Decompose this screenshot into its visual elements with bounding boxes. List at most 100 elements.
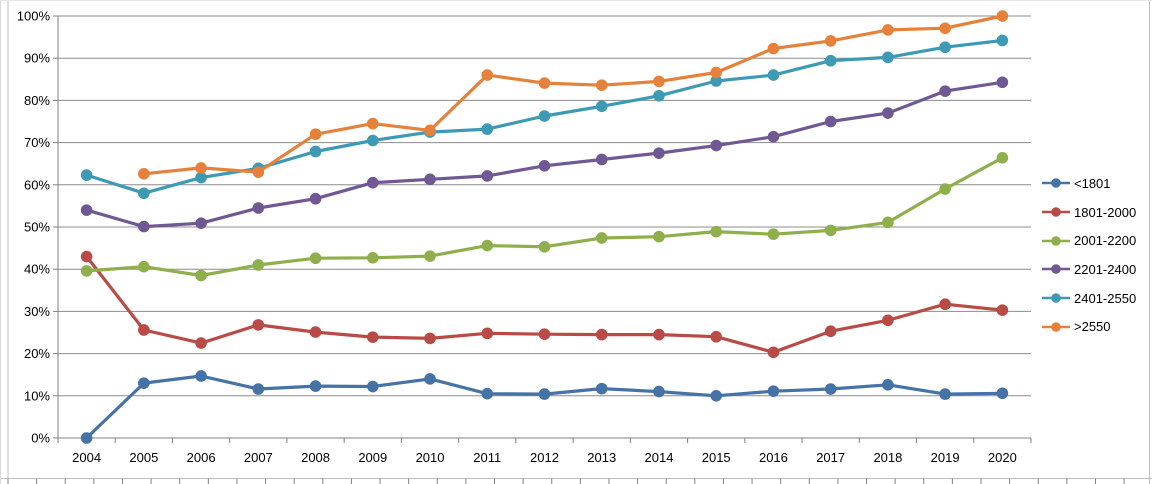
series-point-3-2017 <box>824 115 837 128</box>
series-point-1-2016 <box>767 346 780 359</box>
series-point-2-2014 <box>653 230 665 243</box>
series-point-2-2017 <box>824 224 837 237</box>
series-point-2-2005 <box>138 260 150 273</box>
series-point-0-2006 <box>195 370 207 382</box>
series-point-1-2015 <box>710 330 723 343</box>
legend-marker-icon <box>1042 264 1070 275</box>
y-axis-label: 30% <box>24 304 50 319</box>
series-point-3-2019 <box>939 85 951 97</box>
series-point-0-2009 <box>366 380 379 393</box>
legend-item-1[interactable]: 1801-2000 <box>1041 198 1136 227</box>
series-point-5-2009 <box>366 117 379 130</box>
series-point-0-2020 <box>996 387 1009 400</box>
series-point-4-2012 <box>538 110 551 122</box>
series-point-2-2006 <box>195 269 207 282</box>
series-point-0-2005 <box>138 377 150 389</box>
x-axis-label: 2019 <box>931 450 960 465</box>
y-axis-label: 80% <box>24 93 50 108</box>
series-point-3-2018 <box>882 107 894 119</box>
x-axis-label: 2006 <box>187 450 216 465</box>
chart-legend: <1801 1801-2000 2001-2200 2201-2400 2401-255… <box>1041 169 1136 341</box>
series-point-4-2018 <box>882 51 894 64</box>
series-point-1-2020 <box>996 304 1009 316</box>
x-axis-label: 2008 <box>301 450 330 465</box>
legend-label: 2201-2400 <box>1074 261 1137 277</box>
series-point-1-2011 <box>481 327 494 340</box>
legend-item-2[interactable]: 2001-2200 <box>1041 226 1136 255</box>
series-point-5-2012 <box>538 77 551 89</box>
series-point-2-2018 <box>882 216 894 229</box>
x-axis-label: 2004 <box>72 450 101 465</box>
legend-item-3[interactable]: 2201-2400 <box>1041 255 1136 284</box>
series-point-0-2011 <box>481 387 494 400</box>
series-point-3-2006 <box>195 217 207 230</box>
legend-marker-icon <box>1042 235 1070 246</box>
series-point-3-2012 <box>538 160 551 172</box>
series-point-3-2008 <box>309 192 322 205</box>
series-point-4-2009 <box>366 134 379 147</box>
series-point-1-2010 <box>424 332 436 345</box>
series-point-1-2013 <box>595 328 608 341</box>
series-point-4-2013 <box>595 100 608 113</box>
series-line-3 <box>85 80 1004 229</box>
series-point-2-2012 <box>538 241 551 253</box>
series-point-0-2008 <box>309 380 322 392</box>
series-point-3-2005 <box>138 220 150 233</box>
series-point-4-2014 <box>653 89 665 102</box>
series-point-4-2006 <box>195 171 207 184</box>
series-point-5-2006 <box>195 162 207 174</box>
series-point-2-2009 <box>366 252 379 264</box>
legend-label: >2550 <box>1074 319 1111 335</box>
x-axis-label: 2018 <box>873 450 902 465</box>
legend-item-0[interactable]: <1801 <box>1041 169 1136 198</box>
x-axis-label: 2020 <box>988 450 1017 465</box>
series-point-1-2006 <box>195 337 207 349</box>
legend-label: <1801 <box>1074 175 1111 191</box>
series-point-4-2020 <box>996 34 1009 47</box>
series-point-0-2004 <box>80 432 93 444</box>
series-point-0-2017 <box>824 383 837 395</box>
x-axis-label: 2012 <box>530 450 559 465</box>
series-point-1-2005 <box>138 324 150 336</box>
x-axis-label: 2013 <box>587 450 616 465</box>
series-point-2-2011 <box>481 239 494 252</box>
y-axis-label: 10% <box>24 388 50 403</box>
series-point-5-2011 <box>481 69 494 81</box>
series-point-3-2010 <box>424 173 436 186</box>
legend-marker-icon <box>1042 321 1070 332</box>
series-point-1-2009 <box>366 331 379 343</box>
series-point-1-2018 <box>882 314 894 327</box>
series-point-2-2016 <box>767 228 780 240</box>
series-point-3-2013 <box>595 153 608 166</box>
legend-item-5[interactable]: >2550 <box>1041 312 1136 341</box>
y-axis-label: 0% <box>31 431 50 446</box>
series-point-2-2020 <box>996 151 1009 164</box>
series-point-3-2004 <box>80 204 93 216</box>
series-point-3-2014 <box>653 147 665 159</box>
series-point-1-2008 <box>309 326 322 338</box>
series-point-5-2019 <box>939 22 951 35</box>
x-axis-label: 2009 <box>358 450 387 465</box>
series-point-4-2011 <box>481 123 494 135</box>
series-point-5-2013 <box>595 79 608 92</box>
y-axis-label: 90% <box>24 51 50 66</box>
series-line-5 <box>142 14 1004 176</box>
y-axis-label: 70% <box>24 135 50 150</box>
series-point-5-2017 <box>824 35 837 47</box>
legend-item-4[interactable]: 2401-2550 <box>1041 284 1136 313</box>
series-point-2-2013 <box>595 232 608 244</box>
series-point-0-2014 <box>653 385 665 398</box>
y-axis-label: 50% <box>24 220 50 235</box>
series-point-4-2005 <box>138 187 150 200</box>
legend-label: 2001-2200 <box>1074 233 1137 249</box>
series-point-2-2019 <box>939 183 951 195</box>
series-point-3-2015 <box>710 139 723 152</box>
x-axis-label: 2010 <box>416 450 445 465</box>
series-point-1-2012 <box>538 328 551 340</box>
series-point-5-2014 <box>653 75 665 88</box>
x-axis-label: 2007 <box>244 450 273 465</box>
series-point-4-2016 <box>767 69 780 81</box>
series-point-1-2017 <box>824 325 837 338</box>
series-point-5-2008 <box>309 128 322 140</box>
